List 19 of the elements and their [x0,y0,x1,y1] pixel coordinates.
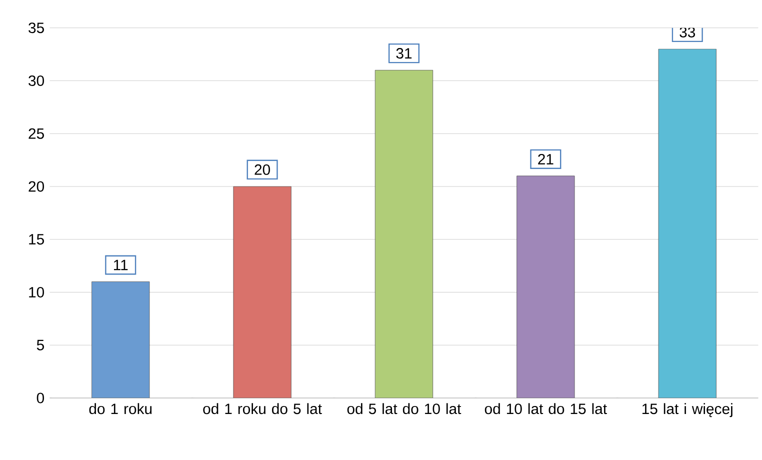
x-tick-label: do 1 roku [89,403,152,414]
bar [516,176,575,398]
x-tick-label: od 10 lat do 15 lat [484,403,607,414]
y-tick-label: 30 [28,76,44,86]
x-tick-label: 15 lat i więcej [642,403,732,418]
y-tick-label: 20 [28,181,44,192]
x-tick-label: od 5 lat do 10 lat [347,403,462,414]
data-label: 31 [396,48,412,59]
y-tick-label: 0 [36,392,44,404]
data-label: 20 [254,164,270,176]
y-tick-label: 35 [28,22,44,34]
y-tick-label: 25 [28,128,44,140]
y-tick-label: 5 [36,340,44,350]
data-label: 11 [114,260,128,270]
y-tick-label: 15 [29,234,44,245]
bar [233,186,292,398]
data-label: 21 [538,154,554,165]
y-tick-label: 10 [29,287,44,298]
x-tick-label: od 1 roku do 5 lat [203,403,322,414]
